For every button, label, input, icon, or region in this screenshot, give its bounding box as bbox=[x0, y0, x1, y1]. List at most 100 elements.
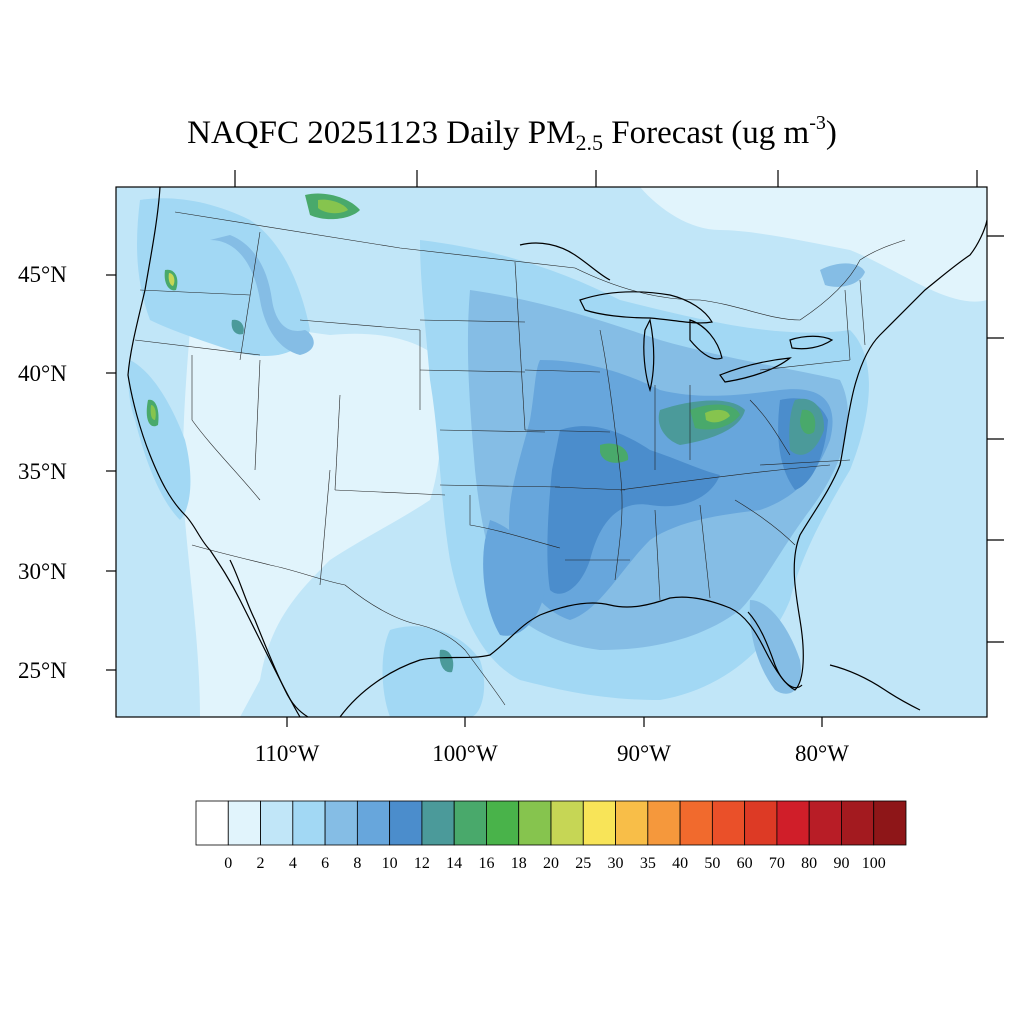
colorbar-label: 35 bbox=[639, 855, 656, 872]
colorbar-label: 12 bbox=[413, 855, 430, 872]
state-line-ne-ks bbox=[439, 429, 546, 433]
state-line-id-mt bbox=[239, 231, 261, 361]
state-line-mt-wy bbox=[299, 319, 421, 331]
colorbar-swatch bbox=[744, 800, 778, 846]
west-coast-line bbox=[127, 187, 301, 717]
level-14-16-mexico bbox=[439, 649, 454, 673]
colorbar-label: 50 bbox=[704, 855, 721, 872]
state-line-nv-ut bbox=[254, 359, 261, 471]
colorbar-label: 8 bbox=[353, 855, 362, 872]
level-6-8-california bbox=[128, 360, 191, 520]
level-20-25-oregon bbox=[168, 273, 175, 286]
level-2-4-northeast-ocean bbox=[640, 187, 987, 302]
canada-us-border bbox=[174, 211, 906, 321]
hudson-bay-coast bbox=[519, 242, 611, 281]
baja-line bbox=[229, 559, 309, 717]
colorbar-swatch bbox=[615, 800, 649, 846]
colorbar-label: 16 bbox=[478, 855, 495, 872]
colorbar-label: 6 bbox=[321, 855, 330, 872]
colorbar-label: 90 bbox=[833, 855, 850, 872]
state-line-tn-ky bbox=[619, 464, 831, 491]
colorbar-label: 30 bbox=[607, 855, 624, 872]
lon-label-110w: 110°W bbox=[254, 741, 320, 766]
colorbar-swatch bbox=[776, 800, 810, 846]
state-line-or-wa bbox=[139, 289, 251, 296]
political-boundaries bbox=[134, 211, 906, 706]
title-middle: Forecast (ug m bbox=[603, 115, 810, 151]
lat-label-30n: 30°N bbox=[18, 559, 67, 584]
colorbar-swatch bbox=[324, 800, 358, 846]
colorbar-label: 60 bbox=[736, 855, 753, 872]
level-14-16-idaho bbox=[231, 319, 244, 335]
colorbar-swatch bbox=[582, 800, 616, 846]
colorbar-swatch bbox=[873, 800, 907, 846]
colorbar-swatch bbox=[260, 800, 294, 846]
lat-label-45n: 45°N bbox=[18, 262, 67, 287]
coastlines bbox=[127, 187, 987, 717]
state-line-ca-nv bbox=[191, 355, 261, 501]
map-ticks bbox=[106, 170, 1004, 727]
colorbar-swatch bbox=[679, 800, 713, 846]
title-prefix: NAQFC 20251123 Daily PM bbox=[187, 115, 576, 151]
level-2-4-west bbox=[182, 325, 442, 717]
state-line-wv-va bbox=[749, 399, 791, 456]
gulf-coast-line bbox=[339, 219, 987, 717]
florida-outline bbox=[747, 611, 803, 689]
colorbar-label: 10 bbox=[381, 855, 398, 872]
colorbar-swatch bbox=[195, 800, 229, 846]
lat-label-35n: 35°N bbox=[18, 459, 67, 484]
colorbar-label: 18 bbox=[510, 855, 527, 872]
colorbar-swatch bbox=[647, 800, 681, 846]
state-line-nd-sd bbox=[419, 319, 526, 323]
mexico-us-border bbox=[191, 544, 506, 706]
colorbar-label: 70 bbox=[768, 855, 785, 872]
state-line-pa-ny bbox=[759, 359, 851, 371]
level-8-10-florida bbox=[749, 600, 801, 694]
state-line-mississippi-river bbox=[599, 329, 623, 581]
state-line-new-england bbox=[844, 279, 866, 361]
state-line-az-nm bbox=[319, 469, 331, 586]
colorbar-label: 80 bbox=[801, 855, 818, 872]
colorbar-label: 100 bbox=[861, 855, 886, 872]
colorbar-swatch bbox=[453, 800, 487, 846]
title-suffix: ) bbox=[825, 115, 837, 151]
colorbar-swatch bbox=[292, 800, 326, 846]
state-line-ks-ok bbox=[439, 484, 561, 488]
colorbar-swatch bbox=[841, 800, 875, 846]
lon-label-90w: 90°W bbox=[617, 741, 671, 766]
colorbar-swatch bbox=[421, 800, 455, 846]
lon-label-100w: 100°W bbox=[432, 741, 498, 766]
level-10-12-texas bbox=[483, 520, 545, 636]
colorbar-swatch bbox=[227, 800, 261, 846]
state-line-ms-al bbox=[654, 509, 661, 601]
state-line-ia-mo bbox=[524, 429, 611, 433]
state-line-mo-ar bbox=[554, 486, 626, 491]
great-lakes-michigan bbox=[643, 318, 655, 393]
great-lakes-ontario bbox=[789, 335, 834, 350]
level-18-20-bc bbox=[318, 199, 348, 214]
colorbar-swatch bbox=[808, 800, 842, 846]
level-18-20-ohio-valley bbox=[705, 409, 730, 423]
great-lakes-huron bbox=[689, 319, 723, 360]
map-frame bbox=[115, 186, 988, 718]
colorbar bbox=[195, 800, 907, 846]
colorbar-label: 4 bbox=[288, 855, 297, 872]
colorbar-label: 25 bbox=[575, 855, 592, 872]
lon-label-80w: 80°W bbox=[795, 741, 849, 766]
cuba-line bbox=[829, 664, 921, 711]
state-line-west-of-mn bbox=[514, 261, 526, 431]
colorbar-swatch bbox=[550, 800, 584, 846]
colorbar-swatch bbox=[486, 800, 520, 846]
colorbar-swatch bbox=[711, 800, 746, 846]
title-unit-superscript: -3 bbox=[809, 112, 826, 134]
lat-label-40n: 40°N bbox=[18, 361, 67, 386]
state-line-sd-ne bbox=[419, 369, 526, 373]
level-16-18-arkansas bbox=[600, 443, 629, 463]
level-12-14-midwest bbox=[547, 426, 720, 594]
map-title: NAQFC 20251123 Daily PM2.5 Forecast (ug … bbox=[0, 112, 1024, 156]
state-line-ga-sc bbox=[734, 499, 796, 546]
state-line-nc-va bbox=[759, 459, 851, 466]
level-18-20-california bbox=[150, 405, 156, 420]
level-6-8-mexico bbox=[382, 626, 485, 717]
